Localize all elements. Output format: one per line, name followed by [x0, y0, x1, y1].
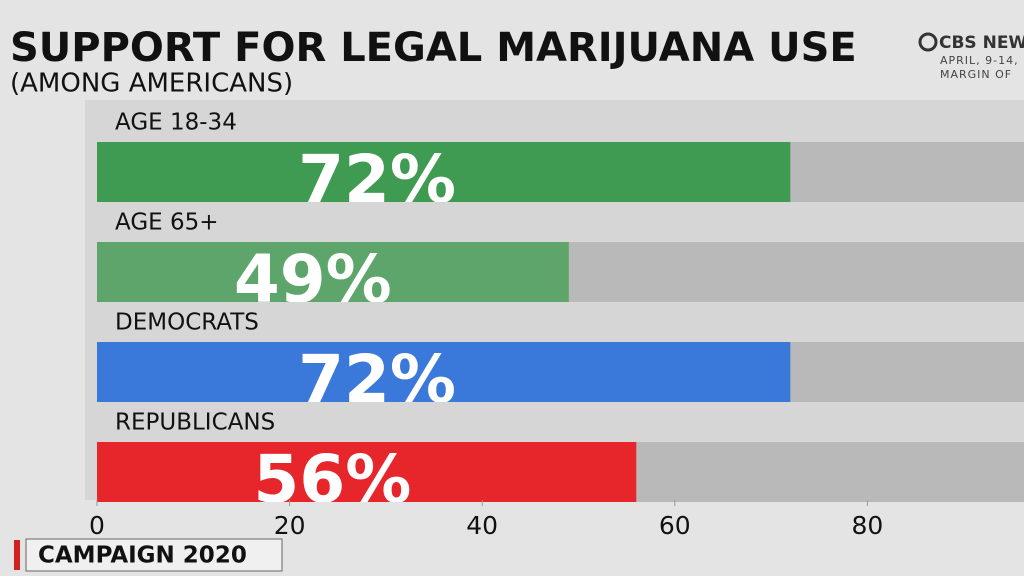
category-label: AGE 18-34	[115, 110, 237, 136]
value-label: 72%	[298, 341, 456, 418]
source: MARGIN OF	[940, 68, 1012, 81]
logo	[918, 32, 938, 52]
bar	[97, 442, 637, 502]
chart-subtitle: (AMONG AMERICANS)	[10, 69, 293, 99]
category-label: REPUBLICANS	[115, 410, 275, 436]
value-label: 56%	[253, 441, 411, 518]
category-label: AGE 65+	[115, 210, 219, 236]
bar	[97, 242, 569, 302]
x-tick-label: 80	[851, 511, 883, 540]
source: CBS NEW	[939, 33, 1024, 53]
bar	[97, 342, 791, 402]
bar	[97, 142, 791, 202]
source: APRIL, 9-14,	[940, 54, 1019, 67]
value-label: 49%	[234, 241, 392, 318]
category-label: DEMOCRATS	[115, 310, 259, 336]
value-label: 72%	[298, 141, 456, 218]
x-tick-label: 60	[659, 511, 691, 540]
footer-box	[25, 538, 283, 572]
x-tick-label: 40	[466, 511, 498, 540]
x-tick-label: 20	[274, 511, 306, 540]
x-tick-label: 0	[89, 511, 105, 540]
chart-title: SUPPORT FOR LEGAL MARIJUANA USE	[10, 25, 857, 71]
footer: CAMPAIGN 2020	[38, 543, 247, 569]
footer-accent	[14, 540, 20, 570]
